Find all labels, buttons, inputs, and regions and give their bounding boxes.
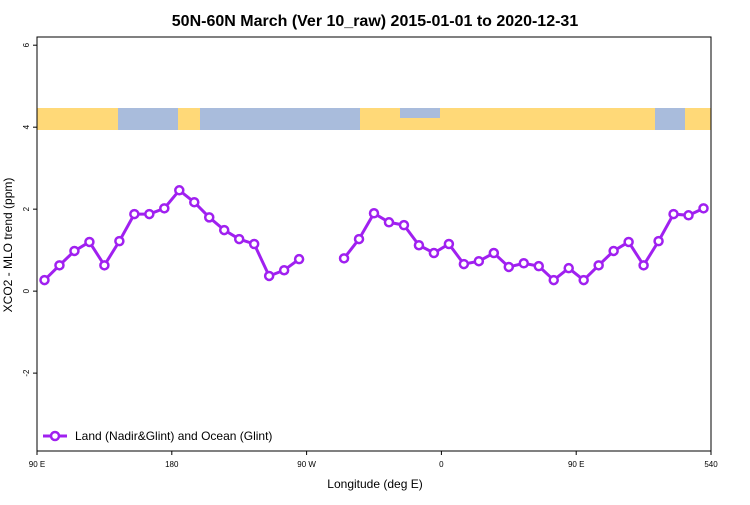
- data-point: [638, 260, 649, 271]
- data-point: [443, 238, 455, 250]
- x-tick-label: 540: [704, 460, 718, 469]
- data-point: [548, 274, 559, 286]
- data-point: [338, 253, 350, 264]
- data-point: [54, 260, 65, 271]
- data-point: [189, 196, 200, 208]
- legend-label: Land (Nadir&Glint) and Ocean (Glint): [75, 429, 272, 443]
- data-point: [398, 219, 410, 231]
- y-axis-label: XCO2 - MLO trend (ppm): [1, 178, 15, 313]
- data-point: [129, 208, 140, 220]
- x-tick-label: 90 E: [29, 460, 45, 469]
- y-tick-label: 4: [22, 124, 31, 129]
- data-point: [278, 264, 290, 276]
- map-band: [37, 108, 711, 130]
- data-point: [578, 274, 589, 286]
- series-line: [43, 188, 705, 283]
- data-point: [383, 217, 395, 228]
- data-point: [503, 261, 515, 273]
- data-point: [218, 224, 230, 236]
- data-point: [114, 235, 125, 247]
- data-point: [518, 258, 530, 269]
- chart-title: 50N-60N March (Ver 10_raw) 2015-01-01 to…: [172, 13, 579, 30]
- data-point: [563, 262, 574, 274]
- y-tick-label: 0: [22, 288, 31, 293]
- data-point: [623, 236, 634, 248]
- data-point: [203, 212, 215, 223]
- data-point: [428, 247, 440, 259]
- data-point: [698, 203, 709, 214]
- data-point: [84, 236, 95, 248]
- x-tick-label: 90 W: [297, 460, 316, 469]
- y-tick-label: 2: [22, 206, 31, 211]
- data-point: [144, 208, 155, 220]
- data-point: [293, 253, 305, 265]
- data-point: [593, 260, 604, 271]
- data-point: [248, 238, 260, 250]
- data-point: [69, 245, 80, 257]
- data-point: [683, 210, 694, 221]
- y-tick-label: 6: [22, 42, 31, 47]
- legend-marker: [49, 430, 61, 442]
- data-point: [159, 203, 170, 214]
- data-point: [263, 270, 275, 282]
- x-tick-label: 180: [165, 460, 179, 469]
- data-point: [413, 239, 425, 251]
- data-point: [353, 233, 365, 245]
- y-tick-label: -2: [22, 369, 31, 377]
- data-point: [368, 208, 380, 219]
- data-point: [233, 233, 245, 245]
- data-point: [608, 245, 619, 257]
- data-point: [668, 208, 679, 220]
- x-tick-label: 0: [439, 460, 444, 469]
- x-tick-label: 90 E: [568, 460, 584, 469]
- plot-frame: [36, 36, 712, 452]
- data-point: [458, 258, 470, 270]
- data-point: [99, 260, 110, 271]
- data-point: [653, 235, 664, 247]
- data-point: [473, 255, 485, 267]
- data-point: [174, 185, 185, 196]
- x-axis-label: Longitude (deg E): [327, 477, 422, 491]
- data-point: [488, 247, 500, 259]
- data-point: [533, 260, 545, 272]
- data-point: [39, 274, 50, 286]
